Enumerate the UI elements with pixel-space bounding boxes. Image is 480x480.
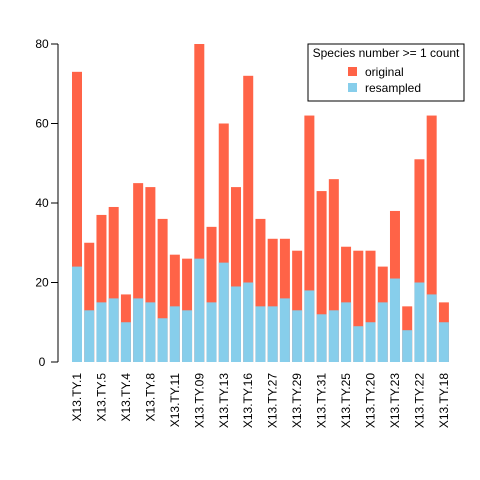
- bar: [157, 218, 168, 362]
- legend-swatch: [348, 67, 357, 76]
- bar: [145, 187, 156, 362]
- bar: [267, 238, 278, 362]
- bar: [230, 286, 241, 362]
- x-tick-label: X13.TY.16: [241, 373, 255, 428]
- x-tick-label: X13.TY.1: [70, 373, 84, 422]
- bar: [72, 71, 82, 362]
- y-tick-label: 20: [35, 276, 49, 290]
- bar: [230, 187, 241, 362]
- bar: [206, 302, 217, 362]
- bar: [84, 242, 95, 362]
- bar: [133, 183, 144, 362]
- bar: [194, 44, 205, 362]
- x-tick-label: X13.TY.09: [192, 373, 206, 428]
- bar: [304, 290, 315, 362]
- bar: [267, 306, 278, 362]
- bar: [108, 206, 119, 362]
- bar: [353, 326, 364, 362]
- bar: [255, 218, 266, 362]
- bar: [438, 322, 449, 362]
- bar: [96, 214, 107, 362]
- bar: [182, 310, 193, 362]
- y-tick-label: 80: [35, 37, 49, 51]
- bar: [402, 330, 413, 362]
- bar: [414, 159, 425, 362]
- x-tick-label: X13.TY.29: [290, 373, 304, 428]
- x-tick-label: X13.TY.4: [119, 373, 133, 422]
- bar: [84, 310, 95, 362]
- x-tick-label: X13.TY.5: [94, 373, 108, 422]
- x-tick-label: X13.TY.25: [339, 373, 353, 428]
- bar: [279, 298, 290, 362]
- bar: [365, 250, 376, 362]
- x-tick-label: X13.TY.22: [412, 373, 426, 428]
- bar: [341, 302, 352, 362]
- bar: [120, 322, 131, 362]
- bar: [255, 306, 266, 362]
- x-tick-label: X13.TY.11: [168, 373, 182, 428]
- bar: [292, 250, 303, 362]
- bar: [328, 310, 339, 362]
- legend-label: original: [365, 65, 404, 79]
- y-tick-label: 40: [35, 196, 49, 210]
- legend-swatch: [348, 83, 357, 92]
- bar: [414, 282, 425, 362]
- bar: [169, 306, 180, 362]
- bar: [304, 115, 315, 362]
- bar: [157, 318, 168, 362]
- x-tick-label: X13.TY.23: [388, 373, 402, 428]
- bar: [218, 123, 229, 362]
- x-tick-label: X13.TY.20: [364, 373, 378, 428]
- bar: [133, 298, 144, 362]
- legend-title: Species number >= 1 count: [313, 46, 460, 60]
- bar: [328, 179, 339, 362]
- bar: [316, 314, 327, 362]
- bar: [96, 302, 107, 362]
- bar: [108, 298, 119, 362]
- bar: [243, 282, 254, 362]
- x-tick-label: X13.TY.13: [217, 373, 231, 428]
- x-tick-label: X13.TY.18: [437, 373, 451, 428]
- bar: [292, 310, 303, 362]
- bar: [194, 258, 205, 362]
- legend-box: [307, 43, 465, 102]
- x-tick-label: X13.TY.31: [315, 373, 329, 428]
- x-tick-label: X13.TY.8: [143, 373, 157, 422]
- bar: [426, 294, 437, 362]
- bar: [206, 226, 217, 362]
- y-tick-label: 60: [35, 117, 49, 131]
- bar: [365, 322, 376, 362]
- x-tick-label: X13.TY.27: [266, 373, 280, 428]
- bar: [316, 191, 327, 362]
- bar: [389, 278, 400, 362]
- legend-label: resampled: [365, 81, 421, 95]
- bar: [426, 115, 437, 362]
- bar: [353, 250, 364, 362]
- bar: [243, 75, 254, 363]
- bar: [72, 266, 82, 362]
- y-tick-label: 0: [39, 355, 46, 369]
- bar: [145, 302, 156, 362]
- bar: [218, 262, 229, 362]
- bar: [377, 302, 388, 362]
